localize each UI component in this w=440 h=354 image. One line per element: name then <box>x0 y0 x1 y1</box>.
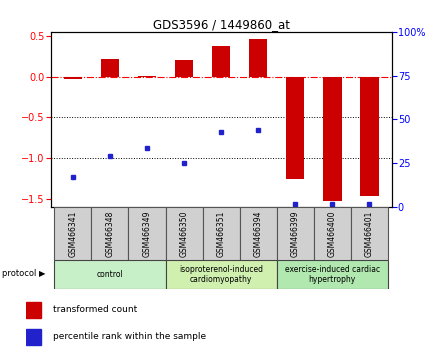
Bar <box>54 207 92 260</box>
Bar <box>202 207 240 260</box>
Text: exercise-induced cardiac
hypertrophy: exercise-induced cardiac hypertrophy <box>285 265 380 284</box>
Bar <box>249 39 268 77</box>
Bar <box>138 76 156 77</box>
Bar <box>165 207 202 260</box>
Bar <box>277 207 314 260</box>
Bar <box>26 329 40 345</box>
Text: transformed count: transformed count <box>52 305 137 314</box>
Text: GSM466401: GSM466401 <box>365 210 374 257</box>
Text: GSM466394: GSM466394 <box>254 210 263 257</box>
Bar <box>63 77 82 79</box>
Bar <box>165 260 277 289</box>
Bar <box>314 207 351 260</box>
Bar <box>175 61 193 77</box>
Text: GSM466349: GSM466349 <box>143 210 151 257</box>
Text: GSM466351: GSM466351 <box>216 210 226 257</box>
Text: GSM466341: GSM466341 <box>68 210 77 257</box>
Text: GSM466348: GSM466348 <box>106 210 114 257</box>
Bar <box>128 207 165 260</box>
Bar <box>351 207 388 260</box>
Title: GDS3596 / 1449860_at: GDS3596 / 1449860_at <box>153 18 290 31</box>
Bar <box>277 260 388 289</box>
Text: GSM466399: GSM466399 <box>291 210 300 257</box>
Text: GSM466400: GSM466400 <box>328 210 337 257</box>
Bar <box>240 207 277 260</box>
Text: percentile rank within the sample: percentile rank within the sample <box>52 332 205 341</box>
Bar <box>101 59 119 77</box>
Bar <box>360 77 379 196</box>
Bar <box>323 77 341 201</box>
Bar <box>92 207 128 260</box>
Bar <box>286 77 304 178</box>
Bar <box>26 302 40 318</box>
Text: GSM466350: GSM466350 <box>180 210 188 257</box>
Bar <box>212 46 231 77</box>
Text: protocol ▶: protocol ▶ <box>2 269 46 279</box>
Bar <box>54 260 165 289</box>
Text: control: control <box>96 270 123 279</box>
Text: isoproterenol-induced
cardiomyopathy: isoproterenol-induced cardiomyopathy <box>179 265 263 284</box>
